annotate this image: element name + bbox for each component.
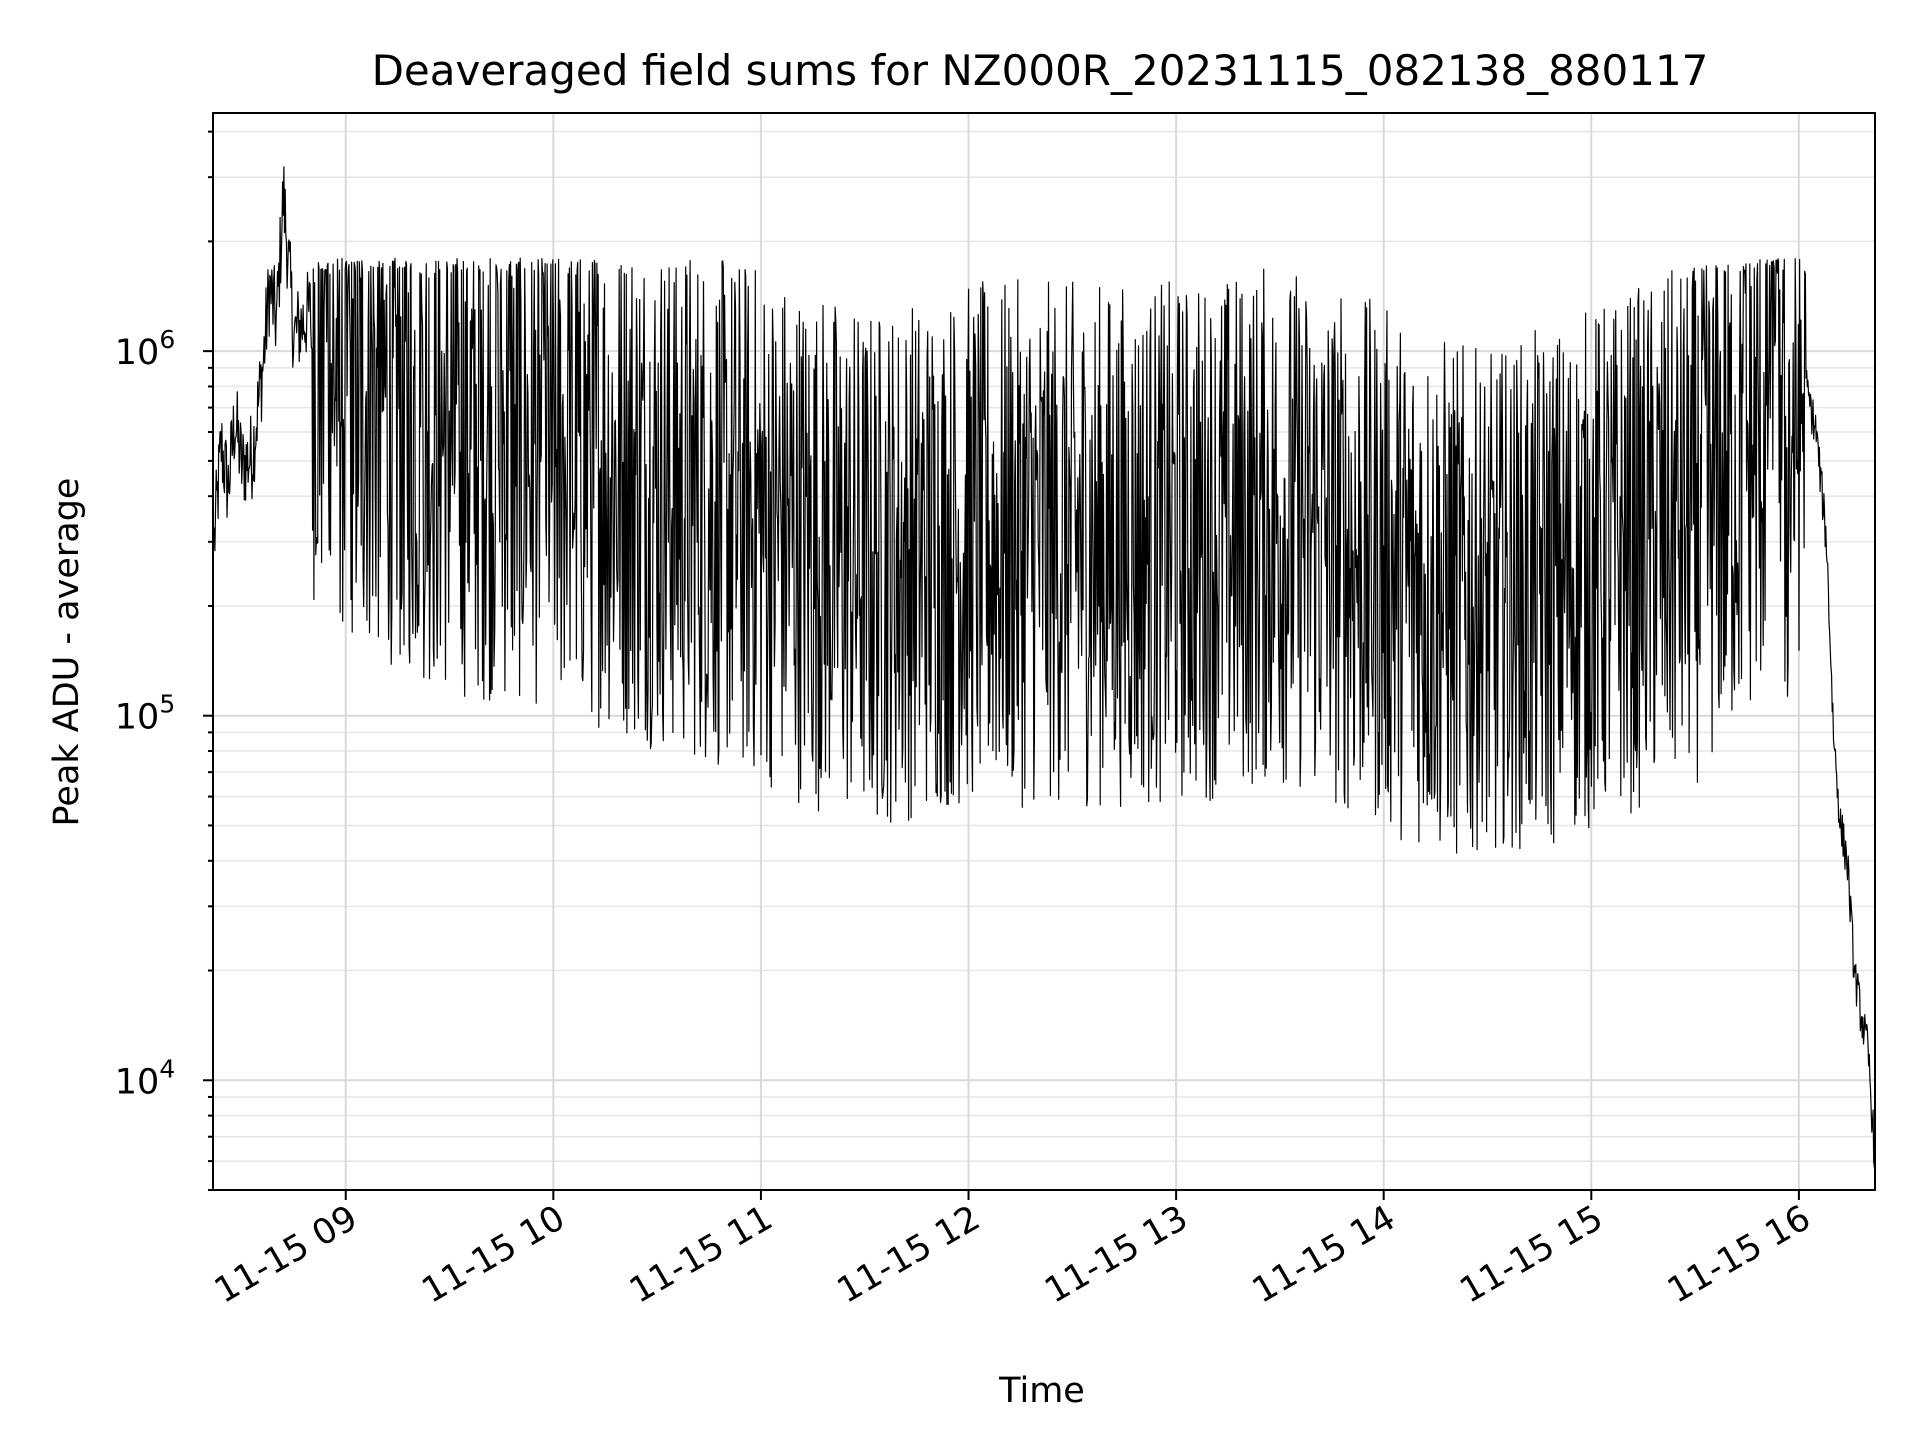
series-line [213, 166, 1875, 1169]
y-tick-label: 105 [115, 690, 175, 738]
y-axis-label: Peak ADU - average [47, 478, 87, 827]
x-axis-label: Time [998, 1371, 1085, 1411]
y-axis-ticks: 104 105 106 [115, 130, 213, 1191]
plot-frame [212, 112, 1876, 1191]
plot-area [213, 166, 1875, 1169]
chart-title: Deaveraged field sums for NZ000R_2023111… [372, 46, 1709, 95]
y-tick-label: 104 [115, 1054, 175, 1102]
y-tick-label: 106 [115, 325, 175, 373]
